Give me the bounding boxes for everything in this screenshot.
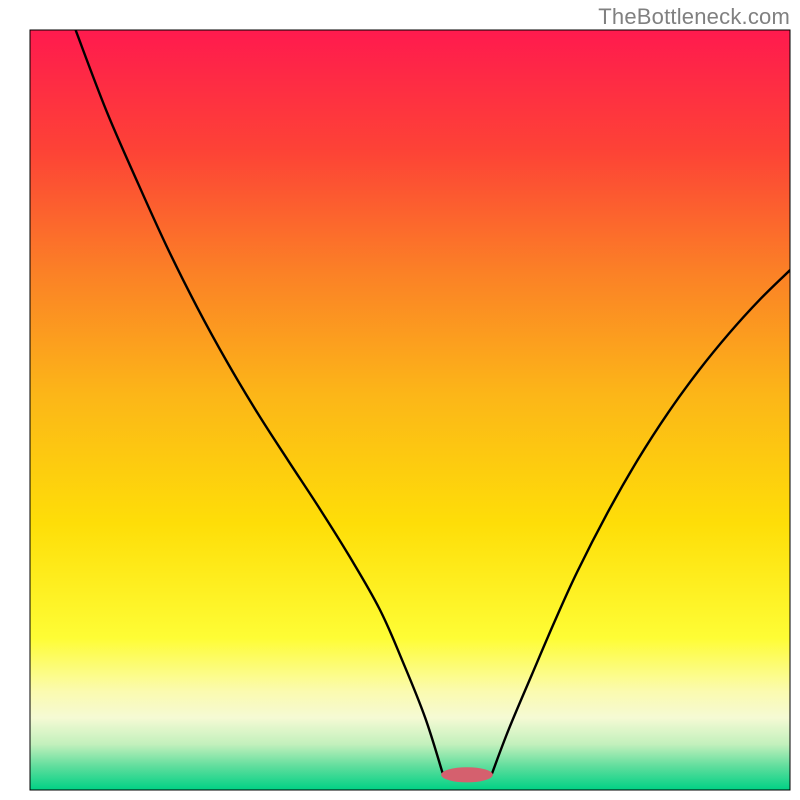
- watermark-text: TheBottleneck.com: [598, 4, 790, 30]
- bottleneck-chart: [0, 0, 800, 800]
- optimum-marker: [441, 767, 493, 782]
